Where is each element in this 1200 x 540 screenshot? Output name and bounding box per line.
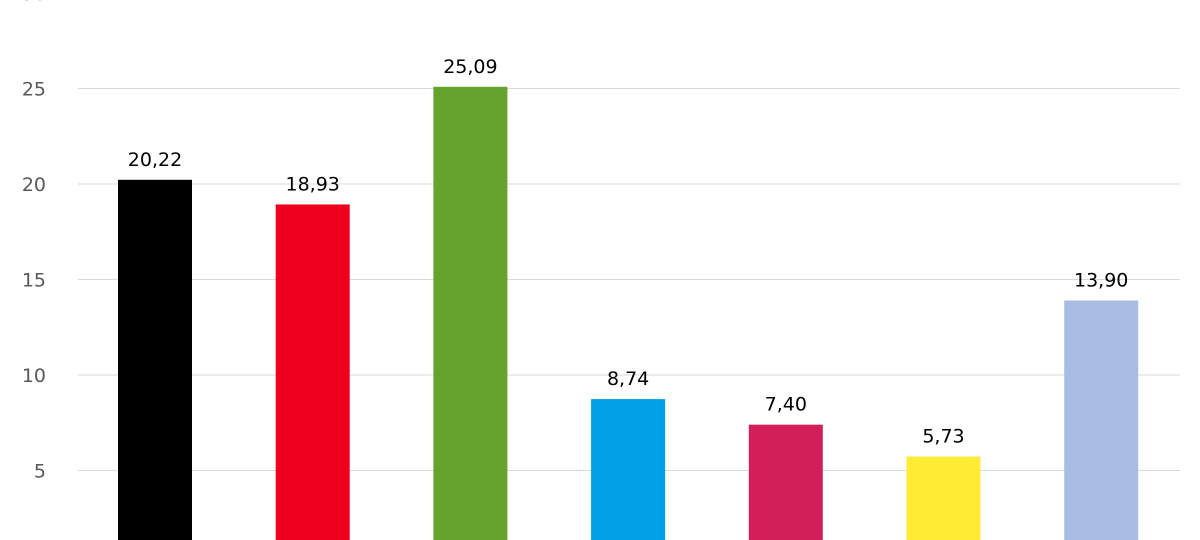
data-label-1: 20,22: [128, 149, 182, 171]
data-label-4: 8,74: [607, 368, 649, 390]
bars: [118, 86, 1139, 540]
bar-6: [906, 456, 981, 540]
y-tick-label: 15: [22, 270, 46, 292]
data-label-5: 7,40: [765, 394, 807, 416]
y-tick-label: 5: [34, 461, 46, 483]
bar-2: [275, 204, 350, 540]
bar-7: [1064, 300, 1139, 540]
y-tick-label: 10: [22, 365, 46, 387]
data-label-2: 18,93: [285, 173, 339, 195]
bar-1: [118, 179, 192, 540]
y-tick-label: 30: [22, 0, 46, 5]
data-label-6: 5,73: [922, 426, 964, 448]
data-labels: 20,22 18,93 25,09 8,74 7,40 5,73 13,90: [128, 56, 1129, 448]
data-label-3: 25,09: [443, 56, 497, 78]
bar-4: [591, 399, 666, 540]
gridlines: [78, 88, 1180, 471]
y-axis-tick-labels: 5 10 15 20 25 30: [22, 0, 46, 483]
bar-5: [748, 424, 823, 540]
y-tick-label: 20: [22, 174, 46, 196]
bar-3: [433, 86, 508, 540]
data-label-7: 13,90: [1074, 270, 1128, 292]
y-tick-label: 25: [22, 79, 46, 101]
